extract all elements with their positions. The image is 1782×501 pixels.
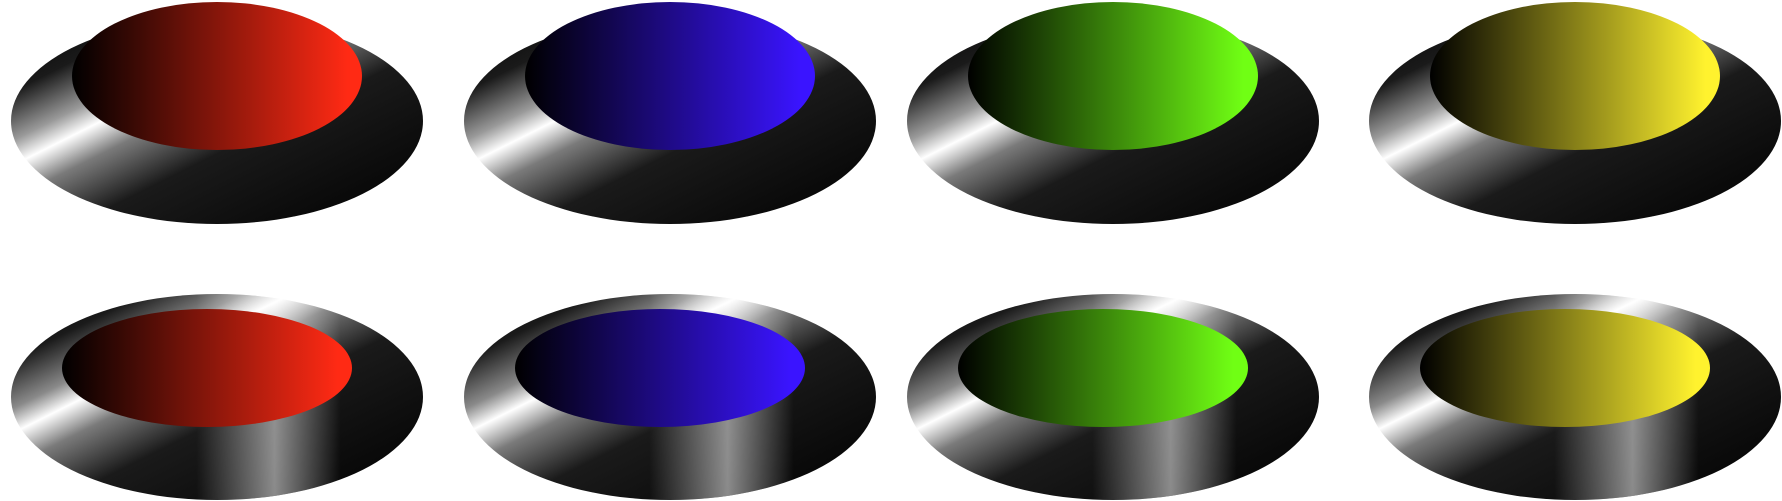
pressed-blue-button[interactable] [464, 294, 876, 500]
button-face-green [958, 309, 1248, 427]
raised-blue-button[interactable] [464, 2, 876, 224]
raised-red-button[interactable] [11, 2, 423, 224]
pressed-green-button[interactable] [907, 294, 1319, 500]
pressed-red-button[interactable] [11, 294, 423, 500]
button-face-yellow [1420, 309, 1710, 427]
button-face-blue [525, 2, 815, 150]
button-face-green [968, 2, 1258, 150]
raised-green-button[interactable] [907, 2, 1319, 224]
button-face-red [62, 309, 352, 427]
raised-yellow-button[interactable] [1369, 2, 1781, 224]
button-face-blue [515, 309, 805, 427]
button-face-yellow [1430, 2, 1720, 150]
pressed-yellow-button[interactable] [1369, 294, 1781, 500]
button-face-red [72, 2, 362, 150]
